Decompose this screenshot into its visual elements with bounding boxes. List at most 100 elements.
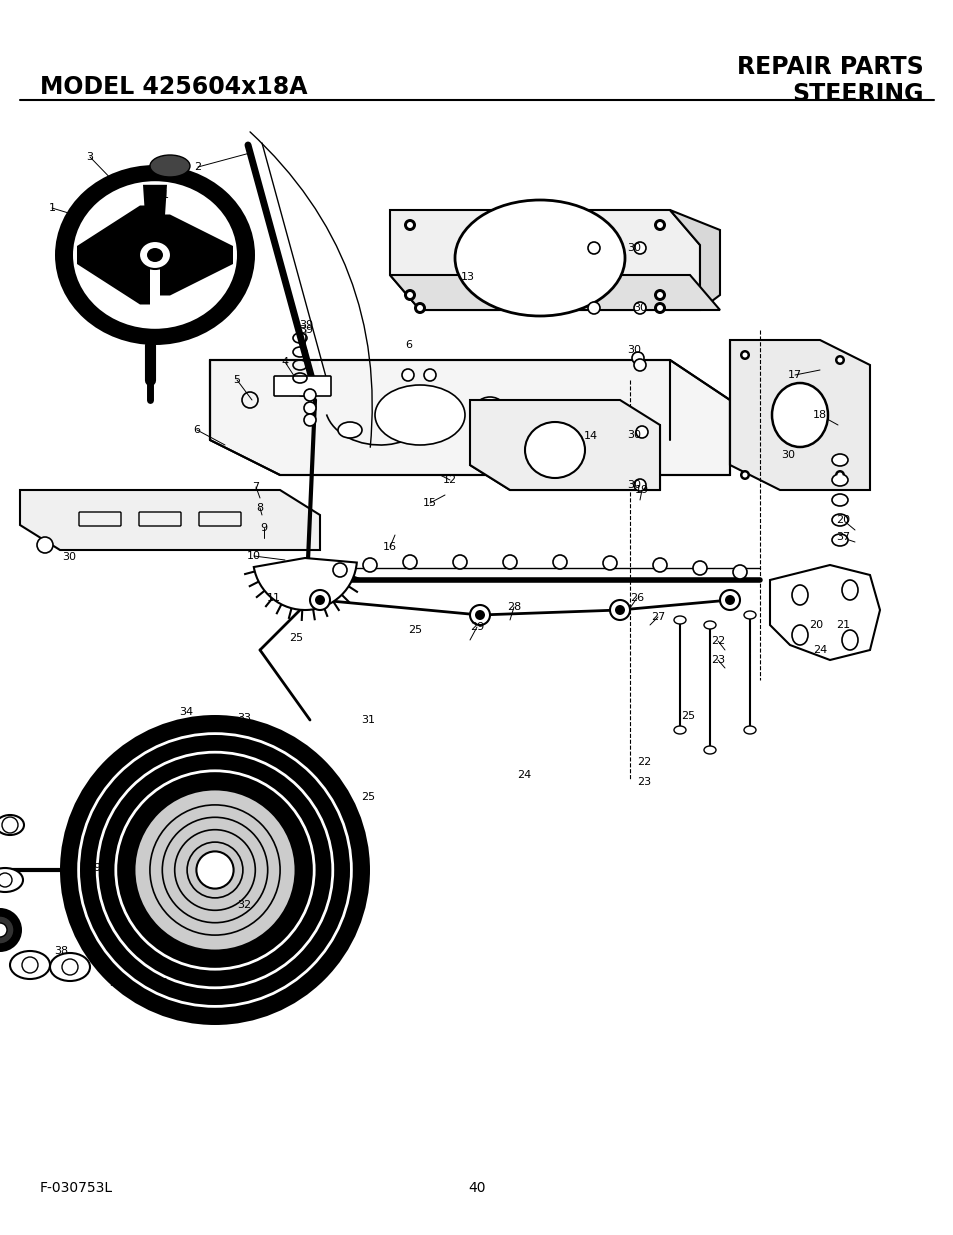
Circle shape: [587, 242, 599, 254]
Ellipse shape: [703, 621, 716, 629]
Circle shape: [657, 222, 662, 228]
Polygon shape: [470, 400, 659, 490]
Text: 25: 25: [360, 792, 375, 802]
Circle shape: [834, 471, 844, 480]
Ellipse shape: [0, 815, 24, 835]
Circle shape: [837, 473, 841, 478]
Circle shape: [304, 403, 315, 414]
Polygon shape: [729, 340, 869, 490]
Text: 30: 30: [626, 480, 640, 490]
Circle shape: [692, 561, 706, 576]
Text: 19: 19: [635, 485, 648, 495]
Text: 8: 8: [256, 503, 263, 513]
Text: 40: 40: [468, 1181, 485, 1195]
Text: 32: 32: [236, 900, 251, 910]
Text: 13: 13: [460, 272, 475, 282]
Text: 31: 31: [69, 815, 83, 825]
Text: 28: 28: [506, 601, 520, 613]
Ellipse shape: [771, 383, 827, 447]
Text: 18: 18: [812, 410, 826, 420]
Ellipse shape: [150, 156, 190, 177]
Text: 9: 9: [260, 522, 267, 534]
Circle shape: [402, 555, 416, 569]
Text: 30: 30: [626, 430, 640, 440]
Circle shape: [732, 564, 746, 579]
Polygon shape: [77, 205, 150, 305]
Circle shape: [657, 305, 662, 311]
Ellipse shape: [73, 182, 236, 329]
Circle shape: [741, 473, 747, 478]
Circle shape: [403, 289, 416, 301]
Text: 23: 23: [637, 777, 650, 787]
Text: 35: 35: [153, 978, 168, 988]
Circle shape: [416, 305, 422, 311]
Ellipse shape: [831, 494, 847, 506]
Polygon shape: [669, 210, 720, 310]
Circle shape: [634, 303, 645, 314]
Circle shape: [453, 555, 467, 569]
Circle shape: [657, 291, 662, 298]
Circle shape: [631, 352, 643, 364]
Text: 2: 2: [194, 162, 201, 172]
Circle shape: [314, 595, 325, 605]
Circle shape: [740, 350, 749, 359]
Polygon shape: [769, 564, 879, 659]
Ellipse shape: [831, 474, 847, 487]
Ellipse shape: [50, 953, 90, 981]
Circle shape: [720, 590, 740, 610]
Ellipse shape: [455, 200, 624, 316]
Text: 12: 12: [442, 475, 456, 485]
Circle shape: [636, 426, 647, 438]
Polygon shape: [390, 210, 700, 310]
Circle shape: [60, 715, 370, 1025]
Text: 39: 39: [298, 325, 313, 335]
Circle shape: [407, 291, 413, 298]
Text: 31: 31: [360, 715, 375, 725]
Text: 4: 4: [281, 357, 288, 367]
Text: 30: 30: [633, 303, 646, 312]
Ellipse shape: [743, 611, 755, 619]
Text: 20: 20: [835, 515, 849, 525]
Ellipse shape: [337, 422, 361, 438]
Text: 37: 37: [835, 532, 849, 542]
Ellipse shape: [703, 746, 716, 755]
Circle shape: [0, 916, 14, 944]
Text: REPAIR PARTS: REPAIR PARTS: [737, 56, 923, 79]
Polygon shape: [143, 185, 167, 246]
Circle shape: [407, 222, 413, 228]
Text: 26: 26: [629, 593, 643, 603]
Ellipse shape: [0, 868, 23, 892]
Text: 17: 17: [787, 370, 801, 380]
Circle shape: [475, 610, 484, 620]
Text: 3: 3: [87, 152, 93, 162]
Circle shape: [423, 369, 436, 382]
Circle shape: [740, 471, 749, 480]
Text: 16: 16: [382, 542, 396, 552]
Circle shape: [724, 595, 734, 605]
Circle shape: [741, 352, 747, 357]
Wedge shape: [253, 558, 356, 610]
Circle shape: [553, 555, 566, 569]
Circle shape: [310, 590, 330, 610]
Text: 21: 21: [835, 620, 849, 630]
Ellipse shape: [791, 625, 807, 645]
Circle shape: [196, 851, 233, 889]
Circle shape: [304, 414, 315, 426]
Text: STEERING: STEERING: [792, 82, 923, 106]
Text: 36: 36: [109, 978, 123, 988]
Ellipse shape: [673, 616, 685, 624]
Text: F-030753L: F-030753L: [40, 1181, 113, 1195]
Ellipse shape: [673, 726, 685, 734]
Text: 22: 22: [637, 757, 651, 767]
Ellipse shape: [791, 585, 807, 605]
Text: 39: 39: [298, 320, 313, 330]
Circle shape: [403, 219, 416, 231]
Ellipse shape: [10, 951, 50, 979]
Circle shape: [363, 558, 376, 572]
Circle shape: [654, 289, 665, 301]
Ellipse shape: [831, 454, 847, 466]
Text: 11: 11: [267, 593, 281, 603]
Circle shape: [634, 359, 645, 370]
Circle shape: [470, 605, 490, 625]
Text: 24: 24: [517, 769, 531, 781]
